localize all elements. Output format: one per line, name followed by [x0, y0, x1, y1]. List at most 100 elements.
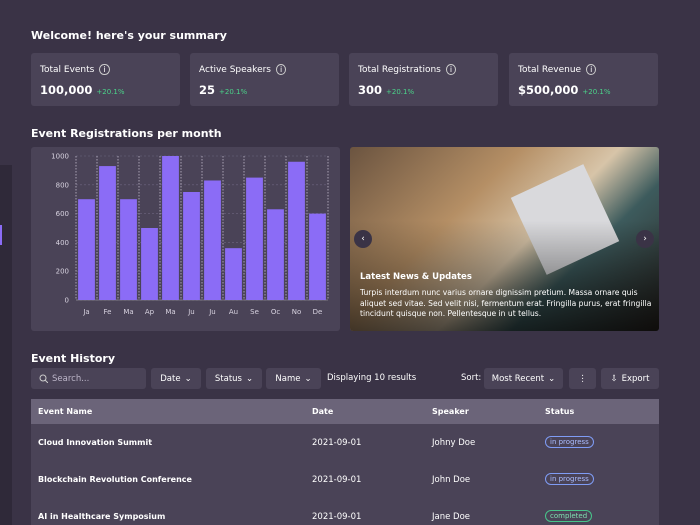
table-cell: Jane Doe	[432, 512, 471, 522]
stat-value-text: $500,000	[518, 83, 579, 97]
chevron: ⌄	[184, 373, 192, 384]
column-header: Status	[545, 407, 575, 416]
stat-label-text: Total Registrations	[358, 65, 441, 75]
table-cell: 2021-09-01	[312, 438, 362, 448]
bar	[78, 199, 95, 300]
x-tick-label: Se	[250, 308, 259, 316]
stat-label: Total Revenue i	[518, 64, 597, 75]
news-title: Latest News & Updates	[360, 272, 472, 282]
bar	[183, 192, 200, 300]
bar	[120, 199, 137, 300]
x-tick-label: Ap	[145, 308, 155, 316]
column-header: Date	[312, 407, 334, 416]
stat-value-text: 25	[199, 83, 216, 97]
filter-label: Date	[160, 373, 181, 384]
filter-button[interactable]: Name ⌄	[266, 368, 321, 389]
more-button[interactable]: ⋮	[569, 368, 596, 389]
bar	[141, 228, 158, 300]
x-tick-label: Au	[229, 308, 238, 316]
search-box[interactable]: Search...	[31, 368, 146, 389]
overlay	[350, 147, 659, 331]
sort-label: Sort:	[461, 373, 482, 383]
next-button[interactable]: ›	[636, 230, 654, 248]
y-tick-label: 800	[56, 181, 69, 189]
y-tick-label: 200	[56, 268, 69, 276]
table-cell: 2021-09-01	[312, 475, 362, 485]
sidebar-indicator	[0, 225, 2, 245]
sort-select[interactable]: Most Recent ⌄	[484, 368, 563, 389]
prev-button[interactable]: ‹	[354, 230, 372, 248]
stat-card: Total Events i 100,000 +20.1%	[31, 53, 180, 106]
x-tick-label: Ja	[82, 308, 89, 316]
sort-value: Most Recent	[491, 373, 545, 384]
bar	[99, 166, 116, 300]
stat-label: Total Registrations i	[358, 64, 457, 75]
stat-card: Active Speakers i 25 +20.1%	[190, 53, 339, 106]
stat-change: +20.1%	[582, 88, 611, 96]
filter-button[interactable]: Date ⌄	[151, 368, 201, 389]
stat-label-text: Active Speakers	[199, 65, 271, 75]
bar	[204, 180, 221, 300]
y-tick-label: 600	[56, 210, 69, 218]
bar	[288, 161, 305, 300]
export-button[interactable]: ⇩ Export	[601, 368, 659, 389]
page-title: Welcome! here's your summary	[31, 29, 227, 42]
export-label: Export	[621, 373, 650, 384]
news-banner: ‹ › Latest News & Updates Turpis interdu…	[350, 147, 659, 331]
bar	[246, 177, 263, 300]
filter-label: Name	[275, 373, 301, 384]
stat-value: 25 +20.1%	[199, 83, 247, 97]
x-tick-label: Ju	[208, 308, 216, 316]
status-badge: completed	[545, 510, 593, 522]
bar	[309, 213, 326, 300]
table-cell: AI in Healthcare Symposium	[38, 512, 166, 521]
stat-card: Total Revenue i $500,000 +20.1%	[509, 53, 658, 106]
bar	[162, 156, 179, 300]
sidebar	[0, 165, 12, 525]
table-header	[31, 399, 659, 424]
x-tick-label: De	[313, 308, 323, 316]
filter-label: Status	[214, 373, 242, 384]
stat-card: Total Registrations i 300 +20.1%	[349, 53, 498, 106]
x-tick-label: Fe	[104, 308, 112, 316]
column-header: Event Name	[38, 407, 93, 416]
filter-button[interactable]: Status ⌄	[206, 368, 262, 389]
stat-value-text: 300	[358, 83, 383, 97]
table-cell: 2021-09-01	[312, 512, 362, 522]
column-header: Speaker	[432, 407, 469, 416]
x-tick-label: Ma	[165, 308, 175, 316]
x-tick-label: Oc	[271, 308, 281, 316]
chart-title: Event Registrations per month	[31, 127, 222, 140]
x-tick-label: No	[292, 308, 302, 316]
bar	[225, 248, 242, 300]
chevron: ⌄	[245, 373, 254, 384]
search-placeholder: Search...	[52, 373, 90, 384]
bar	[267, 209, 284, 300]
table-cell: Cloud Innovation Summit	[38, 438, 153, 447]
history-title: Event History	[31, 352, 115, 365]
info-icon: i	[276, 64, 287, 75]
x-tick-label: Ju	[187, 308, 195, 316]
stat-label-text: Total Events	[40, 65, 95, 75]
chart: 0 200 400 600 800 1000 Ja Fe Ma Ap Ma Ju Ju Au Se Oc No D…	[31, 147, 340, 331]
stat-label-text: Total Revenue	[518, 65, 582, 75]
table: Event Name Date Speaker Status Cloud Innovat…	[31, 399, 659, 525]
y-tick-label: 1000	[51, 153, 69, 161]
search-icon	[39, 374, 48, 383]
table-cell: John Doe	[432, 475, 471, 485]
y-tick-label: 0	[65, 297, 69, 305]
x-tick-label: Ma	[123, 308, 133, 316]
status-badge: in progress	[545, 473, 594, 485]
y-tick-label: 400	[56, 239, 69, 247]
info-icon: i	[445, 64, 457, 75]
news-body: Turpis interdum nunc varius ornare digni…	[360, 288, 652, 319]
stat-value: 100,000 +20.1%	[40, 83, 125, 97]
status-badge: in progress	[545, 436, 594, 448]
stat-change: +20.1%	[219, 88, 248, 96]
table-cell: Johny Doe	[432, 438, 476, 448]
stat-value: 300 +20.1%	[358, 83, 414, 97]
chevron: ⌄	[304, 373, 312, 384]
stat-value-text: 100,000	[40, 83, 93, 97]
stat-value: $500,000 +20.1%	[518, 83, 611, 97]
